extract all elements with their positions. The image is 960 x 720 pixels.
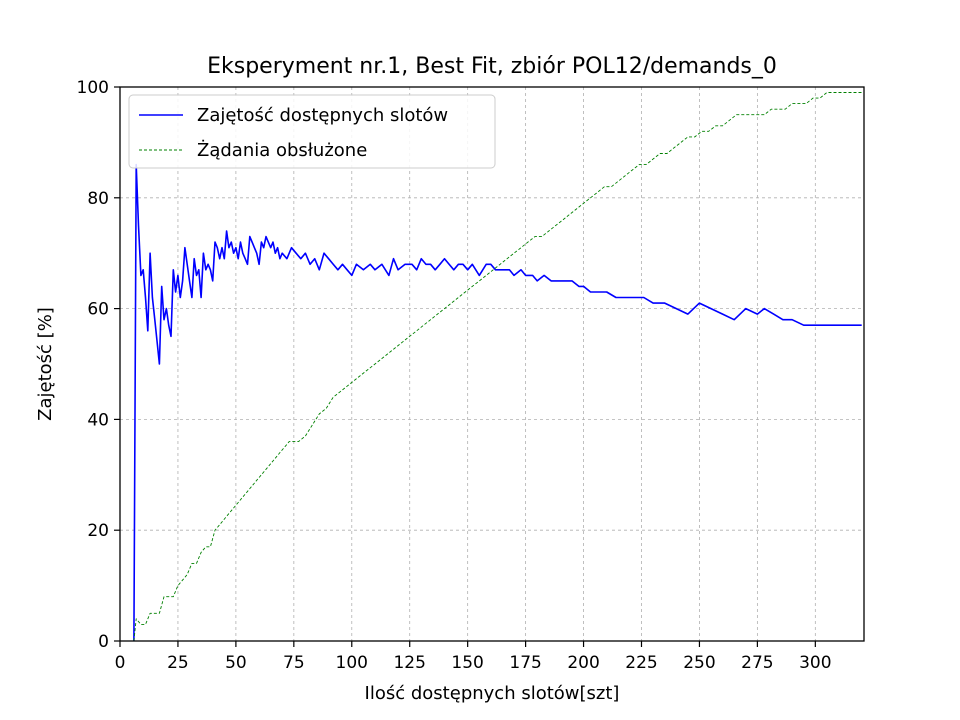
y-axis-label: Zajętość [%] [35,307,56,421]
legend-box [128,94,496,169]
y-axis-ticks: 0 20 40 60 80 100 [77,78,120,652]
x-axis-label: Ilość dostępnych slotów[szt] [365,683,620,704]
series-line-1 [133,163,862,641]
x-tick-label: 0 [115,653,126,673]
x-tick-label: 125 [393,653,425,673]
x-tick-label: 200 [567,653,599,673]
x-tick-label: 150 [451,653,483,673]
y-tick-label: 80 [87,189,109,209]
y-tick-label: 40 [87,410,109,430]
x-tick-label: 225 [625,653,657,673]
y-tick-label: 20 [87,521,109,541]
legend-label-2: Żądania obsłużone [197,140,367,161]
legend: Zajętość dostępnych slotów Żądania obsłuż… [128,94,496,169]
plot-frame [119,86,865,642]
x-tick-label: 50 [225,653,247,673]
x-tick-label: 75 [283,653,305,673]
grid [119,86,864,642]
series-line-2 [133,92,862,641]
x-tick-label: 300 [799,653,831,673]
y-tick-label: 100 [77,78,109,98]
y-tick-label: 0 [98,632,109,652]
x-tick-label: 100 [336,653,368,673]
x-tick-label: 275 [741,653,773,673]
plot-area [133,92,862,641]
x-axis-ticks: 0 25 50 75 100 125 150 175 200 225 250 275 300 [115,641,832,673]
x-tick-label: 175 [509,653,541,673]
x-tick-label: 250 [683,653,715,673]
x-tick-label: 25 [167,653,189,673]
y-tick-label: 60 [87,300,109,320]
legend-label-1: Zajętość dostępnych slotów [197,105,448,126]
chart-title: Eksperyment nr.1, Best Fit, zbiór POL12/… [207,54,777,79]
